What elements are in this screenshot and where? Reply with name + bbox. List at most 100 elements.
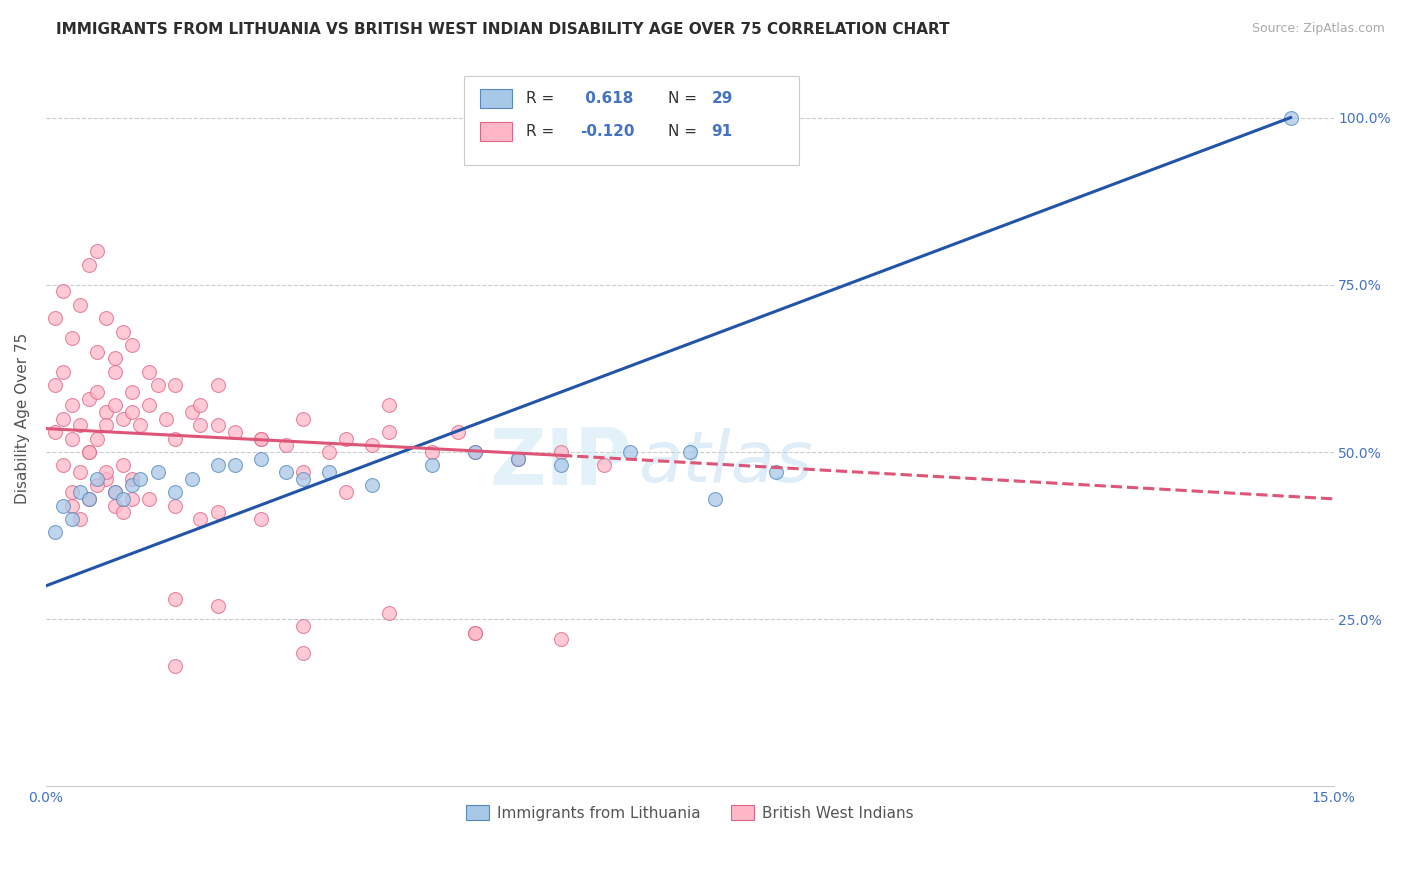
Point <box>292 646 315 660</box>
Point <box>163 485 186 500</box>
Text: R =: R = <box>526 124 560 139</box>
Point <box>129 472 152 486</box>
Point <box>44 425 66 439</box>
Point <box>94 405 117 419</box>
Point <box>112 411 135 425</box>
Point <box>292 465 315 479</box>
Point <box>619 445 641 459</box>
Point <box>464 625 486 640</box>
Text: R =: R = <box>526 91 560 106</box>
Point <box>506 451 529 466</box>
Point <box>121 472 143 486</box>
Point <box>60 331 83 345</box>
Point <box>44 311 66 326</box>
Point <box>121 384 143 399</box>
Point <box>163 499 186 513</box>
Point <box>77 392 100 406</box>
Point <box>378 398 401 412</box>
Text: IMMIGRANTS FROM LITHUANIA VS BRITISH WEST INDIAN DISABILITY AGE OVER 75 CORRELAT: IMMIGRANTS FROM LITHUANIA VS BRITISH WES… <box>56 22 950 37</box>
Point <box>112 505 135 519</box>
Point <box>224 458 246 473</box>
Point <box>77 445 100 459</box>
Y-axis label: Disability Age Over 75: Disability Age Over 75 <box>15 333 30 504</box>
Point <box>86 384 108 399</box>
Point <box>69 512 91 526</box>
Point <box>550 632 572 647</box>
Point <box>77 445 100 459</box>
Point <box>44 525 66 540</box>
Point <box>155 411 177 425</box>
Point <box>77 258 100 272</box>
Point <box>77 491 100 506</box>
Point <box>190 512 212 526</box>
Point <box>292 472 315 486</box>
Point <box>138 365 160 379</box>
Point <box>704 491 727 506</box>
Text: atlas: atlas <box>638 428 813 497</box>
Point <box>60 398 83 412</box>
Point <box>378 425 401 439</box>
Point <box>52 365 75 379</box>
Point <box>60 432 83 446</box>
Point <box>335 485 357 500</box>
Point <box>104 499 127 513</box>
Point <box>276 465 298 479</box>
Point <box>292 411 315 425</box>
Point <box>94 472 117 486</box>
Point <box>361 438 384 452</box>
Point <box>121 405 143 419</box>
Point <box>112 458 135 473</box>
Point <box>593 458 616 473</box>
Point <box>69 465 91 479</box>
Point <box>1279 111 1302 125</box>
Text: 0.618: 0.618 <box>581 91 634 106</box>
Point <box>86 344 108 359</box>
Point <box>550 458 572 473</box>
Point <box>94 465 117 479</box>
Text: 91: 91 <box>711 124 733 139</box>
Point <box>249 451 271 466</box>
Point <box>69 418 91 433</box>
Point <box>249 512 271 526</box>
Point <box>318 465 340 479</box>
Point <box>447 425 470 439</box>
Point <box>121 338 143 352</box>
Text: -0.120: -0.120 <box>581 124 634 139</box>
Point <box>60 499 83 513</box>
Point <box>86 478 108 492</box>
Point <box>420 458 443 473</box>
FancyBboxPatch shape <box>479 122 512 141</box>
Point <box>378 606 401 620</box>
Point <box>420 445 443 459</box>
Point <box>121 478 143 492</box>
Point <box>207 378 229 392</box>
Point <box>60 485 83 500</box>
Point <box>86 472 108 486</box>
Point <box>104 485 127 500</box>
FancyBboxPatch shape <box>464 77 799 165</box>
Point <box>207 505 229 519</box>
Point <box>69 485 91 500</box>
Point <box>138 491 160 506</box>
Point <box>163 659 186 673</box>
Point <box>292 619 315 633</box>
Legend: Immigrants from Lithuania, British West Indians: Immigrants from Lithuania, British West … <box>460 798 920 827</box>
Point <box>249 432 271 446</box>
Point <box>86 244 108 259</box>
Point <box>138 398 160 412</box>
Text: N =: N = <box>668 91 702 106</box>
Point <box>52 499 75 513</box>
Text: Source: ZipAtlas.com: Source: ZipAtlas.com <box>1251 22 1385 36</box>
Point <box>361 478 384 492</box>
Point <box>146 378 169 392</box>
Point <box>180 405 202 419</box>
Point <box>679 445 702 459</box>
Point <box>207 458 229 473</box>
Point <box>163 378 186 392</box>
Point <box>506 451 529 466</box>
Point <box>60 512 83 526</box>
FancyBboxPatch shape <box>479 89 512 108</box>
Point <box>129 418 152 433</box>
Point <box>104 398 127 412</box>
Point <box>765 465 787 479</box>
